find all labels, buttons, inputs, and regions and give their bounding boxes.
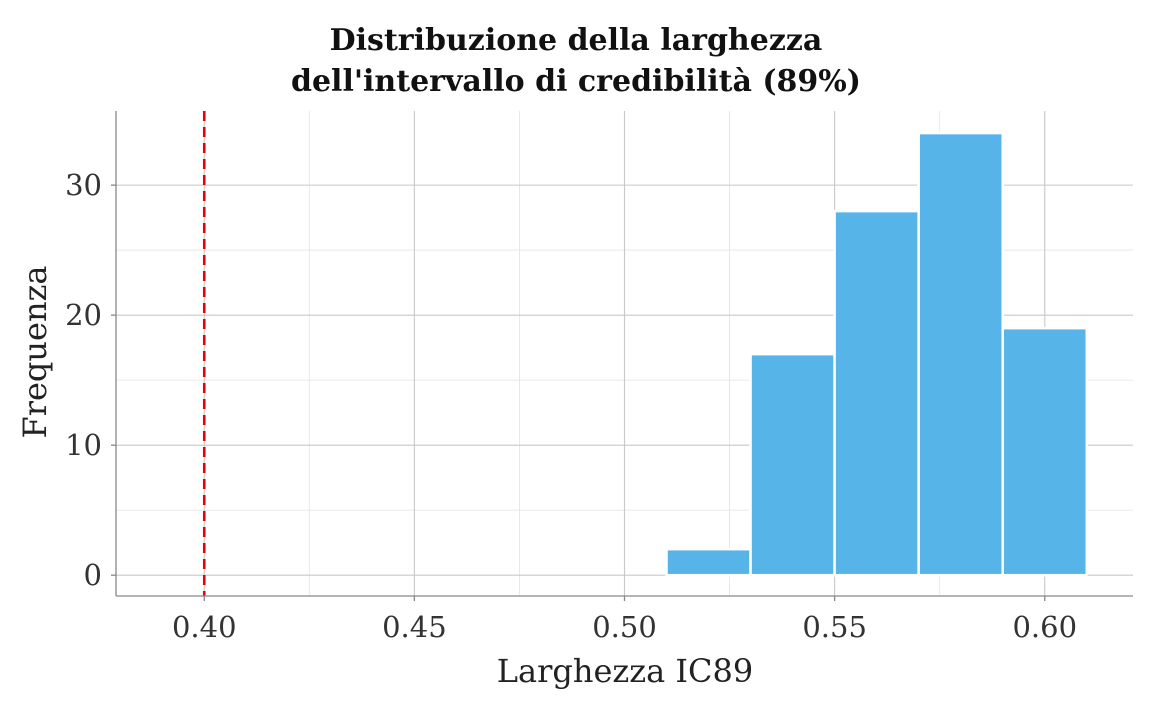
histogram-bars <box>665 131 1089 577</box>
y-tick-label: 20 <box>65 298 102 332</box>
histogram-bar <box>1001 326 1089 577</box>
x-tick-label: 0.55 <box>802 610 867 644</box>
x-tick-label: 0.60 <box>1012 610 1077 644</box>
histogram-bar <box>665 547 752 577</box>
chart-title-line-2: dell'intervallo di credibilità (89%) <box>291 64 861 99</box>
y-axis-title: Frequenza <box>16 265 54 438</box>
x-tick-label: 0.50 <box>592 610 657 644</box>
x-tick-label: 0.40 <box>172 610 237 644</box>
histogram-bar <box>833 209 920 577</box>
y-tick-label: 0 <box>84 558 102 592</box>
axes <box>111 111 1133 601</box>
tick-labels: 0.40 0.45 0.50 0.55 0.60 0 10 20 30 <box>65 168 1077 644</box>
x-axis-title: Larghezza IC89 <box>497 652 753 690</box>
histogram-bar <box>917 131 1004 577</box>
x-tick-label: 0.45 <box>382 610 447 644</box>
y-tick-label: 10 <box>65 428 102 462</box>
chart-title-line-1: Distribuzione della larghezza <box>330 23 823 58</box>
y-tick-label: 30 <box>65 168 102 202</box>
histogram-bar <box>749 352 836 577</box>
